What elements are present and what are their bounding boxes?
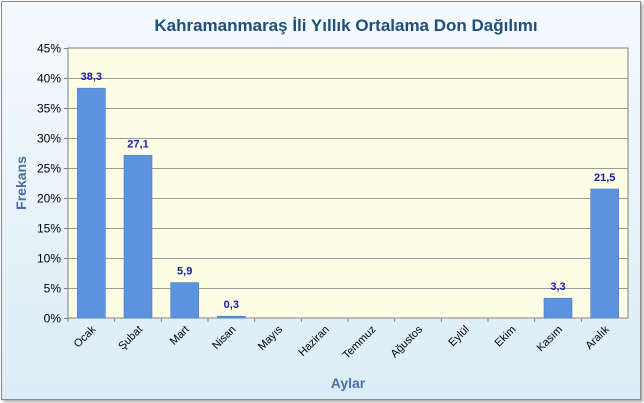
x-tick-label: Ağustos bbox=[389, 323, 426, 360]
x-tick-label: Ocak bbox=[72, 323, 99, 350]
x-tick-label: Şubat bbox=[116, 324, 145, 353]
bar bbox=[170, 282, 199, 319]
x-tick-label: Aralık bbox=[583, 323, 612, 352]
y-tick-label: 0% bbox=[44, 312, 62, 326]
data-label: 5,9 bbox=[177, 266, 192, 278]
bar bbox=[543, 297, 573, 319]
bar bbox=[590, 188, 619, 319]
x-tick-label: Ekim bbox=[493, 324, 519, 350]
x-tick-label: Haziran bbox=[296, 324, 331, 359]
data-label: 0,3 bbox=[224, 299, 239, 311]
plot-background bbox=[67, 47, 629, 319]
y-tick-label: 15% bbox=[37, 222, 61, 236]
y-tick-label: 35% bbox=[37, 102, 61, 116]
x-axis-title: Aylar bbox=[331, 375, 366, 391]
x-tick-label: Temmuz bbox=[341, 324, 379, 362]
y-tick-label: 10% bbox=[37, 252, 61, 266]
data-label: 21,5 bbox=[594, 172, 615, 184]
x-tick-label: Eylül bbox=[446, 324, 471, 349]
y-tick-label: 5% bbox=[44, 282, 62, 296]
x-tick-label: Nisan bbox=[210, 324, 238, 352]
chart-title: Kahramanmaraş İli Yıllık Ortalama Don Da… bbox=[154, 16, 537, 35]
y-tick-label: 20% bbox=[37, 192, 61, 206]
y-tick-label: 30% bbox=[37, 132, 61, 146]
y-tick-label: 40% bbox=[37, 72, 61, 86]
y-tick-label: 45% bbox=[37, 42, 61, 56]
data-label: 3,3 bbox=[550, 281, 565, 293]
plot-area: 0% 5% 10% 15% 20% 25% 30% 35% 40% 45% 38,3 Ocak 27,1… bbox=[37, 42, 629, 362]
x-tick-label: Mart bbox=[168, 324, 192, 348]
data-label: 38,3 bbox=[81, 71, 102, 83]
y-axis-title: Frekans bbox=[13, 156, 29, 210]
bar bbox=[123, 155, 153, 319]
data-label: 27,1 bbox=[127, 138, 148, 150]
y-tick-label: 25% bbox=[37, 162, 61, 176]
bar bbox=[77, 87, 106, 319]
x-tick-label: Mayıs bbox=[256, 323, 286, 353]
x-tick-label: Kasım bbox=[535, 324, 566, 355]
bar bbox=[217, 315, 246, 319]
